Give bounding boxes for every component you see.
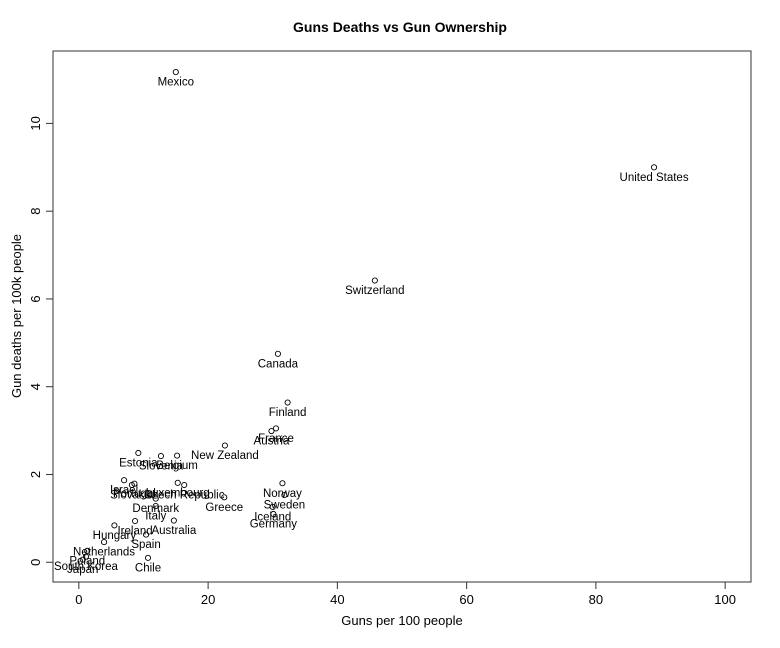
point-label: Finland: [269, 407, 307, 419]
data-point: [284, 399, 291, 406]
plot-border-box: [52, 50, 752, 583]
point-label: Norway: [263, 488, 302, 500]
y-tick-label: 6: [28, 295, 43, 302]
point-label: Australia: [151, 525, 196, 537]
point-label: New Zealand: [191, 450, 259, 462]
data-point: [268, 427, 275, 435]
y-tick-label: 2: [28, 471, 43, 478]
x-tick-label: 40: [330, 592, 344, 607]
point-label: Estonia: [119, 457, 158, 469]
point-label: Hungary: [93, 530, 137, 542]
data-point: [131, 480, 138, 487]
point-label: United States: [620, 172, 689, 184]
data-point: [174, 452, 181, 459]
data-points-layer: [79, 69, 658, 563]
y-tick-label: 0: [28, 559, 43, 566]
point-label: Iceland: [254, 511, 291, 523]
data-point: [132, 517, 139, 525]
point-label: Ireland: [117, 526, 152, 538]
point-label: Canada: [258, 358, 299, 370]
x-tick-label: 0: [75, 592, 82, 607]
x-tick-label: 100: [714, 592, 736, 607]
x-tick-label: 20: [201, 592, 215, 607]
point-labels-layer: Mexico United States Switzerland Canada Finl…: [54, 77, 689, 577]
point-label: Japan: [67, 564, 98, 576]
point-label: Germany: [250, 518, 298, 530]
data-point: [651, 164, 658, 171]
data-point: [174, 479, 181, 486]
point-label: Italy: [145, 511, 166, 523]
y-tick-label: 10: [28, 116, 43, 130]
point-label: Chile: [135, 562, 161, 574]
point-label: Slovakia: [110, 490, 154, 502]
point-label: Israel: [110, 485, 138, 497]
data-point: [272, 425, 280, 432]
x-tick-label: 80: [589, 592, 603, 607]
point-label: France: [258, 433, 294, 445]
point-label: Sweden: [264, 500, 306, 512]
data-point: [181, 481, 188, 489]
chart-title: Guns Deaths vs Gun Ownership: [293, 19, 507, 35]
data-point: [274, 350, 281, 357]
data-point: [279, 480, 286, 487]
point-label: Greece: [205, 502, 243, 514]
x-tick-label: 60: [459, 592, 473, 607]
point-label: Poland: [69, 555, 105, 567]
data-point: [79, 556, 86, 563]
data-point: [270, 510, 277, 518]
point-label: Switzerland: [345, 285, 404, 297]
point-label: Denmark: [132, 503, 179, 515]
data-point: [135, 449, 142, 457]
data-point: [170, 517, 177, 524]
y-axis-ticks: 0 2 4 6 8 10: [28, 116, 53, 566]
point-label: Belgium: [156, 460, 198, 472]
data-point: [143, 531, 150, 538]
data-point: [172, 69, 179, 76]
point-label: Austria: [254, 436, 290, 448]
data-point: [221, 442, 228, 449]
data-point: [157, 453, 164, 460]
point-label: Czech Republic: [144, 490, 225, 502]
y-tick-label: 4: [28, 383, 43, 390]
data-point: [152, 495, 159, 502]
point-label: South Korea: [54, 561, 119, 573]
data-point: [121, 477, 128, 484]
data-point: [371, 277, 378, 284]
point-label: Netherlands: [73, 547, 135, 559]
data-point: [82, 553, 90, 560]
data-point: [101, 539, 108, 546]
y-axis-label: Gun deaths per 100k people: [9, 234, 24, 398]
data-point: [111, 522, 118, 529]
x-axis-ticks: 0 20 40 60 80 100: [75, 582, 736, 607]
x-axis-label: Guns per 100 people: [341, 613, 462, 628]
y-tick-label: 8: [28, 208, 43, 215]
point-label: Portugal: [113, 488, 156, 500]
data-point: [152, 503, 159, 510]
data-point: [84, 547, 91, 554]
data-point: [269, 503, 276, 511]
point-label: Mexico: [158, 77, 194, 89]
point-label: Spain: [131, 539, 160, 551]
point-label: Luxembourg: [146, 487, 210, 499]
data-point: [221, 494, 228, 501]
point-label: Slovenia: [139, 461, 184, 473]
data-point: [281, 492, 288, 499]
data-point: [144, 554, 152, 561]
